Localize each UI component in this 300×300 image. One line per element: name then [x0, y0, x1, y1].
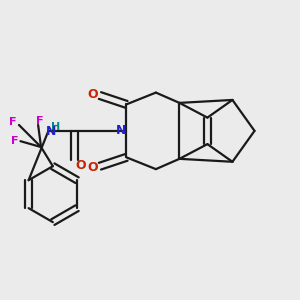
Text: N: N: [116, 124, 126, 137]
Text: F: F: [11, 136, 19, 146]
Text: O: O: [87, 88, 98, 100]
Text: F: F: [36, 116, 43, 126]
Text: O: O: [87, 161, 98, 174]
Text: N: N: [46, 125, 56, 138]
Text: O: O: [75, 159, 86, 172]
Text: H: H: [51, 122, 60, 132]
Text: F: F: [9, 117, 16, 127]
